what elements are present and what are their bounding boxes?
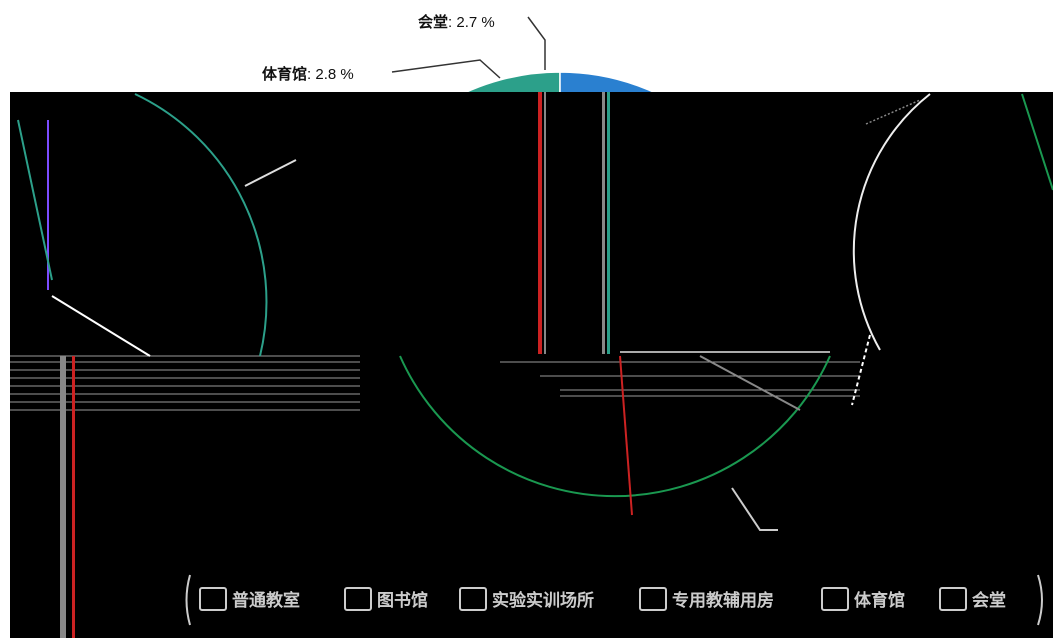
legend-label: 图书馆 [377,590,428,610]
legend-label: 普通教室 [232,590,300,610]
legend-swatch [459,587,487,611]
legend-swatch [821,587,849,611]
slice-label: 体育馆: 2.8 % [262,65,354,83]
legend-label: 实验实训场所 [492,590,594,610]
legend-label: 会堂 [972,590,1006,610]
slice-label-name: 体育馆 [262,65,307,83]
slice-label-name: 会堂 [418,13,448,31]
legend-label: 专用教辅用房 [672,590,774,610]
label-leader-line [527,16,546,70]
label-leader-line [391,59,501,79]
legend-swatch [199,587,227,611]
slice-label: 会堂: 2.7 % [418,13,495,31]
slice-label-value: : 2.7 % [448,14,495,31]
legend-swatch [639,587,667,611]
legend-label: 体育馆 [854,590,905,610]
legend-swatch [939,587,967,611]
slice-label-value: : 2.8 % [307,66,354,83]
legend-swatch [344,587,372,611]
label-leaders [391,16,546,79]
